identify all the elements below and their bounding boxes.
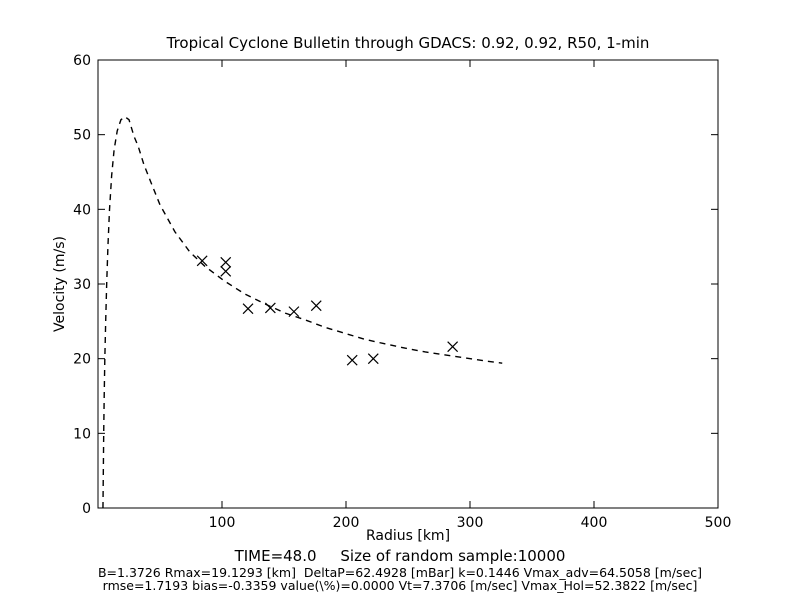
x-axis-tick-label: 400	[581, 515, 608, 531]
y-axis-tick-label: 60	[73, 53, 91, 69]
footer-time-sample-size: TIME=48.0 Size of random sample:10000	[234, 547, 566, 565]
y-axis-tick-label: 40	[73, 202, 91, 218]
x-marker	[196, 255, 208, 267]
y-axis-tick-label: 30	[73, 277, 91, 293]
chart-title: Tropical Cyclone Bulletin through GDACS:…	[166, 34, 650, 52]
x-marker	[367, 353, 379, 365]
holland-curve	[102, 115, 503, 509]
x-marker	[288, 306, 300, 318]
x-axis-label: Radius [km]	[365, 528, 451, 544]
x-axis-tick-label: 200	[333, 515, 360, 531]
y-axis-tick-label: 50	[73, 128, 91, 144]
x-marker	[264, 302, 276, 314]
x-ticks: 100 200 300 400 500	[209, 60, 732, 531]
x-marker	[346, 354, 358, 366]
x-marker	[220, 265, 232, 277]
x-marker	[310, 300, 322, 312]
x-axis-tick-label: 500	[705, 515, 732, 531]
x-axis-tick-label: 100	[209, 515, 236, 531]
footer-model-parameters: B=1.3726 Rmax=19.1293 [km] DeltaP=62.492…	[97, 565, 703, 580]
x-axis-tick-label: 300	[457, 515, 484, 531]
x-marker	[242, 303, 254, 315]
scatter-markers	[196, 255, 459, 366]
y-ticks: 0 10 20 30 40 50 60	[73, 53, 718, 517]
y-axis-label: Velocity (m/s)	[52, 236, 68, 332]
y-axis-tick-label: 10	[73, 426, 91, 442]
y-axis-tick-label: 0	[82, 501, 91, 517]
y-axis-tick-label: 20	[73, 352, 91, 368]
x-marker	[220, 256, 232, 268]
axes-frame	[97, 59, 719, 509]
footer-error-statistics: rmse=1.7193 bias=-0.3359 value(\%)=0.000…	[102, 578, 698, 593]
x-marker	[447, 341, 459, 353]
